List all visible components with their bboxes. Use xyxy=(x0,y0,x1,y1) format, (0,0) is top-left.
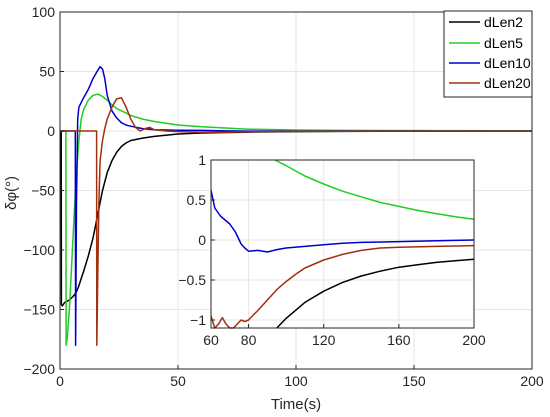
inset-series-dlen2 xyxy=(276,258,475,329)
inset-series-dlen5 xyxy=(274,159,475,220)
main-x-tick-label: 150 xyxy=(402,373,426,389)
inset-chart: 60 80 120 160 200 −1 −0.5 0 0.5 1 xyxy=(178,152,486,348)
legend-label-dlen5: dLen5 xyxy=(484,35,523,51)
inset-x-tick-label: 80 xyxy=(241,332,257,348)
main-series-dlen20 xyxy=(60,96,532,346)
inset-x-tick-label: 120 xyxy=(312,332,336,348)
main-series-dlen10 xyxy=(60,65,532,346)
inset-plot-frame xyxy=(210,159,475,329)
inset-grid xyxy=(210,159,475,328)
main-series-group xyxy=(60,65,533,346)
inset-series-dlen20 xyxy=(210,244,475,329)
main-x-tick-label: 100 xyxy=(284,373,308,389)
x-axis-label: Time(s) xyxy=(271,396,321,413)
main-y-tick-label: −50 xyxy=(31,183,55,199)
legend: dLen2 dLen5 dLen10 dLen20 xyxy=(443,10,533,98)
main-y-tick-label: −100 xyxy=(23,242,55,258)
inset-background xyxy=(211,160,474,328)
main-y-tick-label: −200 xyxy=(23,361,55,377)
inset-x-tick-label: 160 xyxy=(387,332,411,348)
inset-series-group xyxy=(210,159,475,329)
main-y-tick-label: 0 xyxy=(47,123,55,139)
inset-x-tick-label: 200 xyxy=(462,332,486,348)
main-ticks: 0 50 100 150 200 −200 −150 −100 −50 0 50 100 xyxy=(23,4,543,389)
inset-y-tick-label: 0 xyxy=(198,232,206,248)
main-series-dlen2 xyxy=(60,130,533,307)
y-axis-label: δφ(°) xyxy=(3,176,20,210)
main-x-tick-label: 0 xyxy=(56,373,64,389)
main-series-dlen5 xyxy=(60,93,533,346)
legend-label-dlen20: dLen20 xyxy=(484,75,531,91)
main-x-tick-label: 50 xyxy=(170,373,186,389)
inset-y-tick-label: −1 xyxy=(190,312,206,328)
inset-x-tick-label: 60 xyxy=(203,332,219,348)
main-y-tick-label: −150 xyxy=(23,302,55,318)
inset-y-tick-label: 0.5 xyxy=(187,192,207,208)
legend-label-dlen10: dLen10 xyxy=(484,55,531,71)
main-x-tick-label: 200 xyxy=(520,373,544,389)
main-y-tick-label: 50 xyxy=(39,64,55,80)
inset-series-dlen10 xyxy=(210,190,475,253)
inset-y-tick-label: 1 xyxy=(198,152,206,168)
inset-y-tick-label: −0.5 xyxy=(178,272,206,288)
main-y-tick-label: 100 xyxy=(32,4,56,20)
legend-label-dlen2: dLen2 xyxy=(484,14,523,30)
inset-ticks: 60 80 120 160 200 −1 −0.5 0 0.5 1 xyxy=(178,152,486,348)
